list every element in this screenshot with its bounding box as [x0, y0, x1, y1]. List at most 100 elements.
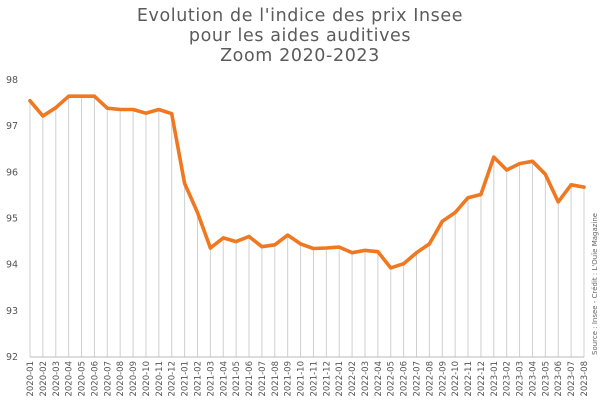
- chart-title-line-2: pour les aides auditives: [188, 26, 412, 46]
- data-point-2021-03: [208, 246, 212, 250]
- x-tick-label: 2021-09: [284, 361, 294, 397]
- x-tick-label: 2023-07: [567, 361, 577, 397]
- x-tick-label: 2022-02: [348, 361, 358, 397]
- data-point-2020-06: [92, 94, 97, 98]
- x-tick-label: 2020-03: [52, 361, 62, 397]
- x-tick-label: 2020-01: [26, 361, 36, 397]
- data-point-2022-10: [453, 210, 457, 215]
- x-tick-label: 2022-08: [425, 361, 435, 397]
- data-point-2021-06: [247, 234, 251, 239]
- x-tick-label: 2021-01: [181, 361, 191, 397]
- x-tick-label: 2022-09: [438, 361, 448, 397]
- x-tick-label: 2020-09: [129, 361, 139, 397]
- data-point-2023-06: [556, 200, 560, 204]
- y-tick-label: 96: [6, 167, 18, 178]
- data-point-2021-01: [183, 181, 187, 186]
- data-point-2022-04: [376, 250, 380, 254]
- y-axis-ticks: 92 93 94 95 96 97 98: [6, 75, 18, 363]
- x-tick-label: 2021-06: [245, 361, 255, 397]
- x-tick-label: 2022-07: [413, 361, 423, 397]
- x-tick-label: 2021-12: [322, 361, 332, 397]
- y-tick-label: 92: [6, 352, 18, 363]
- data-point-2020-11: [157, 107, 161, 112]
- series-line-group: [28, 94, 586, 270]
- x-axis-ticks: 2020-01 2020-02 2020-03 2020-04 2020-05 2020-…: [26, 361, 590, 397]
- x-tick-label: 2021-03: [206, 361, 216, 397]
- x-tick-label: 2020-10: [142, 361, 152, 397]
- x-tick-label: 2022-11: [464, 361, 474, 397]
- x-tick-label: 2020-05: [78, 361, 88, 397]
- data-point-2021-07: [260, 245, 264, 249]
- y-tick-label: 97: [6, 121, 18, 132]
- data-point-2021-02: [195, 210, 200, 215]
- data-point-2023-02: [505, 168, 509, 172]
- y-tick-label: 95: [6, 214, 18, 225]
- data-point-2022-09: [440, 219, 444, 223]
- x-tick-label: 2022-06: [400, 361, 410, 397]
- x-tick-label: 2021-05: [232, 361, 242, 397]
- data-point-2021-09: [286, 233, 290, 237]
- x-tick-label: 2020-08: [116, 361, 126, 397]
- source-credit: Source : Insee - Crédit : L'Ouïe Magazin…: [591, 213, 599, 355]
- data-point-2020-10: [144, 111, 148, 115]
- y-tick-label: 93: [6, 306, 18, 317]
- data-point-2023-03: [517, 161, 522, 166]
- data-point-2023-01: [492, 155, 496, 159]
- grid-lines: [29, 96, 585, 358]
- data-point-2020-01: [28, 99, 32, 103]
- x-tick-label: 2022-05: [387, 361, 397, 397]
- x-tick-label: 2020-07: [103, 361, 113, 397]
- data-point-2023-08: [582, 185, 586, 189]
- data-point-2021-10: [298, 242, 303, 246]
- data-point-2020-03: [54, 106, 58, 110]
- x-tick-label: 2023-03: [516, 361, 526, 397]
- x-tick-label: 2022-12: [477, 361, 487, 397]
- chart-title-line-1: Evolution de l'indice des prix Insee: [136, 6, 464, 26]
- data-point-2023-07: [569, 183, 573, 187]
- x-tick-label: 2023-08: [580, 361, 590, 397]
- data-point-2020-08: [118, 107, 122, 112]
- x-tick-label: 2021-04: [219, 361, 229, 397]
- x-tick-label: 2023-02: [503, 361, 513, 397]
- x-tick-label: 2022-10: [451, 361, 461, 397]
- data-point-2023-05: [543, 172, 547, 176]
- x-tick-label: 2021-07: [258, 361, 268, 397]
- x-tick-label: 2022-03: [361, 361, 371, 397]
- x-tick-label: 2020-12: [168, 361, 178, 397]
- x-tick-label: 2020-11: [155, 361, 165, 397]
- data-point-2021-11: [311, 246, 316, 251]
- data-point-2022-01: [337, 245, 341, 249]
- x-tick-label: 2020-02: [39, 361, 49, 397]
- data-point-2022-07: [414, 251, 419, 255]
- data-point-2022-08: [427, 242, 431, 246]
- y-tick-label: 98: [6, 75, 18, 86]
- x-tick-label: 2022-04: [374, 361, 384, 397]
- data-point-2022-06: [402, 262, 406, 266]
- chart-title: Evolution de l'indice des prix Insee pou…: [0, 6, 600, 66]
- data-point-2020-04: [67, 94, 71, 98]
- data-point-2021-12: [324, 246, 328, 250]
- x-tick-label: 2020-04: [65, 361, 75, 397]
- data-point-2022-03: [363, 248, 367, 252]
- x-tick-label: 2021-02: [193, 361, 203, 397]
- data-point-2021-08: [273, 243, 277, 247]
- x-tick-label: 2022-01: [335, 361, 345, 397]
- data-point-2020-07: [105, 106, 109, 110]
- x-tick-label: 2021-08: [271, 361, 281, 397]
- data-point-2020-12: [170, 112, 174, 116]
- data-point-2022-12: [479, 192, 483, 197]
- data-point-2020-09: [131, 107, 135, 112]
- data-point-2022-02: [350, 251, 354, 255]
- y-tick-label: 94: [6, 260, 18, 271]
- x-tick-label: 2023-04: [528, 361, 538, 397]
- data-point-2022-11: [466, 196, 470, 200]
- x-tick-label: 2021-10: [297, 361, 307, 397]
- data-point-2022-05: [389, 266, 393, 270]
- data-point-2021-05: [234, 239, 238, 244]
- x-tick-label: 2023-01: [490, 361, 500, 397]
- x-tick-label: 2020-06: [90, 361, 100, 397]
- x-tick-label: 2023-05: [541, 361, 551, 397]
- series-line: [28, 94, 586, 270]
- x-tick-label: 2023-06: [554, 361, 564, 397]
